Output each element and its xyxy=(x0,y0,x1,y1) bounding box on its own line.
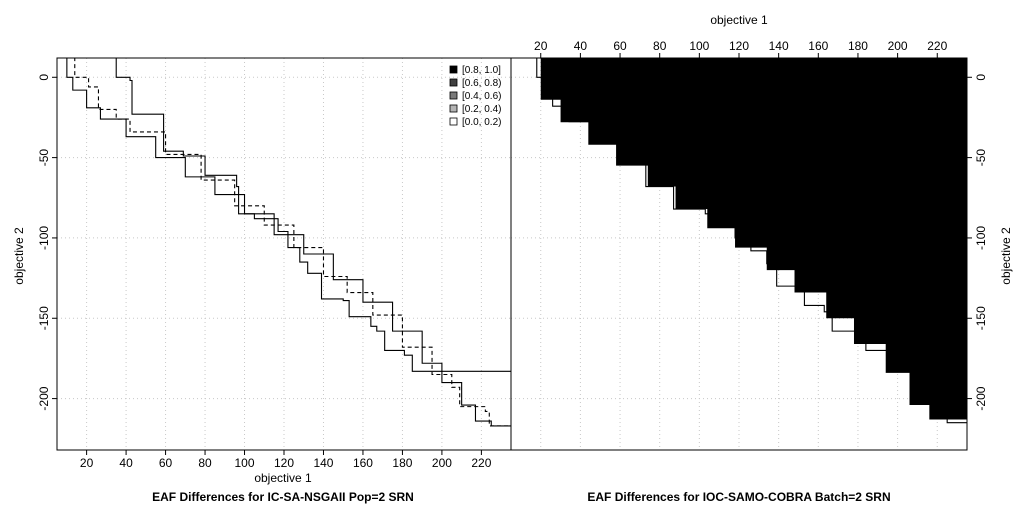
attainment-line-solid xyxy=(532,58,967,424)
attainment-line-dashed xyxy=(66,58,511,427)
y-tick-label: -200 xyxy=(37,386,51,410)
plot-area xyxy=(532,58,967,424)
panel-left-title: EAF Differences for IC-SA-NSGAII Pop=2 S… xyxy=(152,490,414,504)
legend-label: [0.6, 0.8) xyxy=(462,78,501,89)
x-tick-label: 200 xyxy=(888,39,908,53)
y-tick-label: -100 xyxy=(37,226,51,250)
x-tick-label: 160 xyxy=(353,456,373,470)
x-tick-label: 120 xyxy=(729,39,749,53)
y-tick-label: -150 xyxy=(974,306,988,330)
legend-swatch xyxy=(449,78,458,87)
x-axis-label-bottom: objective 1 xyxy=(254,471,312,485)
x-tick-label: 60 xyxy=(159,456,173,470)
y-tick-label: -50 xyxy=(37,149,51,167)
x-tick-label: 40 xyxy=(119,456,133,470)
x-tick-label: 20 xyxy=(80,456,94,470)
y-tick-label: -200 xyxy=(974,386,988,410)
y-tick-label: 0 xyxy=(974,74,988,81)
attainment-line-solid xyxy=(66,58,511,427)
x-tick-label: 100 xyxy=(689,39,709,53)
x-tick-label: 220 xyxy=(471,456,491,470)
attainment-line-solid xyxy=(115,58,511,372)
legend-label: [0.4, 0.6) xyxy=(462,91,501,102)
panel-right-title: EAF Differences for IOC-SAMO-COBRA Batch… xyxy=(587,490,890,504)
y-tick-label: 0 xyxy=(37,74,51,81)
x-tick-label: 180 xyxy=(848,39,868,53)
x-tick-label: 140 xyxy=(769,39,789,53)
legend-swatch xyxy=(449,117,458,126)
y-tick-label: -100 xyxy=(974,226,988,250)
x-tick-label: 60 xyxy=(613,39,627,53)
y-tick-label: -50 xyxy=(974,149,988,167)
x-axis-label-top: objective 1 xyxy=(710,13,768,27)
attainment-line-solid xyxy=(548,58,967,372)
x-tick-label: 140 xyxy=(313,456,333,470)
x-tick-label: 120 xyxy=(274,456,294,470)
legend-swatch xyxy=(449,91,458,100)
x-tick-label: 100 xyxy=(235,456,255,470)
x-tick-label: 80 xyxy=(653,39,667,53)
x-tick-label: 20 xyxy=(534,39,548,53)
legend-label: [0.0, 0.2) xyxy=(462,117,501,128)
y-axis-label-left: objective 2 xyxy=(12,227,26,285)
panel-1: 20 40 60 80 100 120 140 160 180 200 220 0 -50 -100 -15… xyxy=(510,39,988,451)
y-tick-label: -150 xyxy=(37,306,51,330)
x-tick-label: 40 xyxy=(574,39,588,53)
legend-label: [0.2, 0.4) xyxy=(462,104,501,115)
legend-label: [0.8, 1.0] xyxy=(462,65,501,76)
plot-area xyxy=(66,58,511,427)
x-tick-label: 220 xyxy=(927,39,947,53)
panel-0: 20 40 60 80 100 120 140 160 180 200 220 0 -50 -100 -15… xyxy=(37,57,512,470)
x-tick-label: 80 xyxy=(198,456,212,470)
legend-swatch xyxy=(449,65,458,74)
legend-swatch xyxy=(449,104,458,113)
x-tick-label: 200 xyxy=(432,456,452,470)
x-tick-label: 180 xyxy=(392,456,412,470)
y-axis-label-right: objective 2 xyxy=(999,227,1013,285)
legend: [0.8, 1.0] [0.6, 0.8) [0.4, 0.6) [0.2, 0.4)… xyxy=(449,65,501,128)
panels: 20 40 60 80 100 120 140 160 180 200 2200-50-100-15… xyxy=(37,39,988,470)
x-tick-label: 160 xyxy=(808,39,828,53)
